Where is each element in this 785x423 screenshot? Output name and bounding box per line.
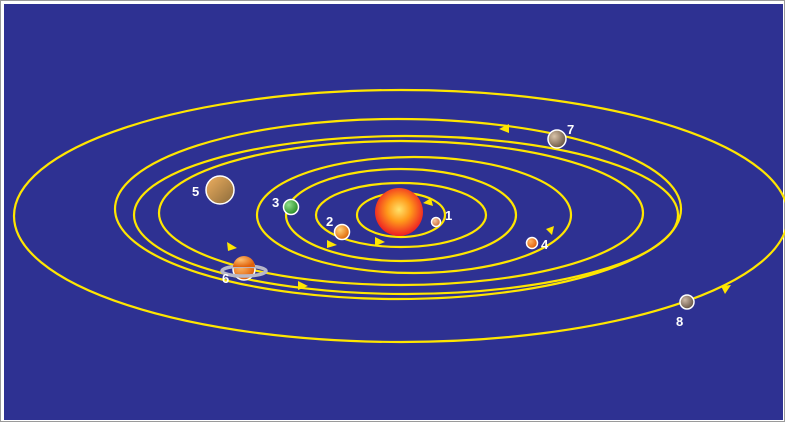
arrow-orbit-7 xyxy=(499,124,509,133)
planet-label-8: 8 xyxy=(676,314,683,329)
orbit-3 xyxy=(284,167,518,263)
orbit-2 xyxy=(314,181,488,249)
planet-label-1: 1 xyxy=(445,208,452,223)
jupiter-icon xyxy=(205,175,235,205)
planet-labels: 1 2 3 4 5 6 7 8 xyxy=(192,122,683,329)
arrow-orbit-4 xyxy=(546,226,554,235)
mercury-icon xyxy=(430,216,442,228)
orbits xyxy=(13,88,785,344)
orbit-5 xyxy=(157,139,645,287)
arrow-orbit-2 xyxy=(375,237,385,246)
arrow-orbit-6 xyxy=(298,281,308,290)
orbit-8 xyxy=(13,88,785,344)
orbit-6 xyxy=(132,134,680,296)
direction-arrows xyxy=(227,124,731,294)
sun-icon xyxy=(375,188,423,236)
arrow-orbit-5 xyxy=(227,242,237,251)
neptune-icon xyxy=(679,294,695,310)
planet-label-3: 3 xyxy=(272,195,279,210)
venus-icon xyxy=(333,223,351,241)
planet-label-6: 6 xyxy=(222,271,229,286)
arrow-orbit-3 xyxy=(327,240,337,248)
arrow-orbit-1 xyxy=(423,198,433,206)
saturn-icon xyxy=(220,256,268,281)
mars-icon xyxy=(525,236,539,250)
planet-label-2: 2 xyxy=(326,214,333,229)
planet-label-4: 4 xyxy=(541,237,549,252)
planet-label-7: 7 xyxy=(567,122,574,137)
earth-icon xyxy=(282,198,300,216)
uranus-icon xyxy=(547,129,567,149)
orbit-7 xyxy=(113,117,683,301)
orbit-4 xyxy=(255,155,573,275)
planet-label-5: 5 xyxy=(192,184,199,199)
arrow-orbit-8 xyxy=(721,285,731,294)
